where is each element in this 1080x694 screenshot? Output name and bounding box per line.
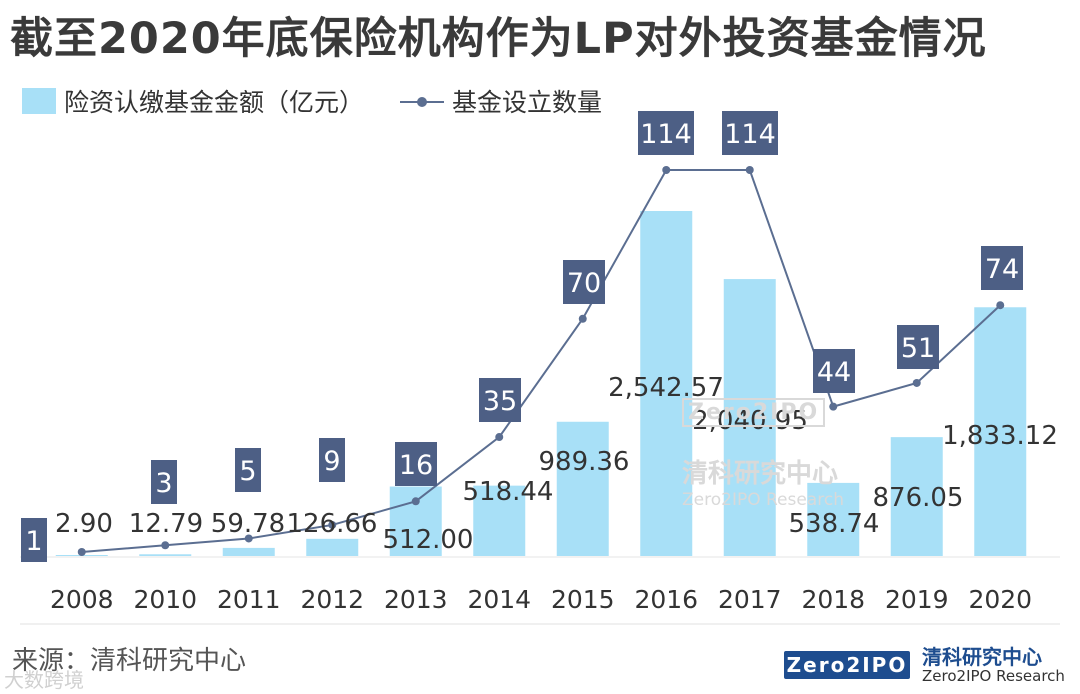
bar-value-2017: 2,040.95 xyxy=(692,406,808,436)
bar-value-2011: 59.78 xyxy=(211,509,285,539)
bar-value-2019: 876.05 xyxy=(873,483,964,513)
watermark-cn: 清科研究中心 xyxy=(682,459,839,489)
count-label-2012: 9 xyxy=(323,446,340,477)
count-box-2014 xyxy=(479,378,521,422)
bar-value-2015: 989.36 xyxy=(539,447,630,477)
bar-value-2010: 12.79 xyxy=(129,509,203,539)
legend-line-marker xyxy=(400,88,445,114)
x-tick-2020: 2020 xyxy=(968,585,1032,614)
count-point-2010 xyxy=(161,541,170,550)
count-box-2010 xyxy=(151,460,177,504)
count-box-2008 xyxy=(21,518,47,562)
count-point-2016 xyxy=(662,166,671,174)
count-label-2008: 1 xyxy=(25,526,42,557)
chart-title: 截至2020年底保险机构作为LP对外投资基金情况 xyxy=(10,14,987,64)
count-point-2015 xyxy=(578,314,587,323)
count-point-2013 xyxy=(411,497,420,506)
count-point-2019 xyxy=(912,378,921,387)
count-label-2020: 74 xyxy=(985,254,1019,285)
count-label-2019: 51 xyxy=(901,333,935,364)
x-tick-2012: 2012 xyxy=(300,585,364,614)
brand-en: Zero2IPO Research xyxy=(922,667,1065,685)
count-label-2018: 44 xyxy=(817,357,851,388)
bar-2017 xyxy=(723,279,776,556)
x-tick-2016: 2016 xyxy=(634,585,698,614)
bar-value-2020: 1,833.12 xyxy=(942,421,1058,451)
bar-2014 xyxy=(473,485,526,556)
count-box-2017 xyxy=(722,111,778,155)
bar-value-2012: 126.66 xyxy=(287,509,378,539)
count-label-2011: 5 xyxy=(239,456,256,487)
count-box-2018 xyxy=(813,349,855,393)
count-point-2020 xyxy=(996,301,1005,310)
count-point-2014 xyxy=(495,433,504,442)
count-point-2012 xyxy=(328,520,337,529)
source-note: 来源：清科研究中心 xyxy=(12,646,247,676)
bar-value-2013: 512.00 xyxy=(383,525,474,555)
count-box-2013 xyxy=(395,442,437,486)
count-box-2015 xyxy=(563,260,605,304)
count-point-2008 xyxy=(77,548,86,556)
count-box-2012 xyxy=(319,438,345,482)
x-tick-2015: 2015 xyxy=(551,585,615,614)
bar-2018 xyxy=(807,482,860,556)
bar-value-2014: 518.44 xyxy=(463,477,554,507)
brand: Zero2IPO 清科研究中心 Zero2IPO Research xyxy=(784,646,1065,685)
watermark: Zero2IPO 清科研究中心 Zero2IPO Research xyxy=(682,398,844,510)
legend-bar-label: 险资认缴基金金额（亿元） xyxy=(64,88,365,117)
x-tick-2010: 2010 xyxy=(133,585,197,614)
bar-2010 xyxy=(139,554,192,556)
legend-bar-swatch xyxy=(22,88,56,114)
x-tick-2017: 2017 xyxy=(718,585,782,614)
legend-line-label: 基金设立数量 xyxy=(452,88,603,117)
x-tick-2018: 2018 xyxy=(801,585,865,614)
bar-2012 xyxy=(306,538,359,556)
x-tick-2008: 2008 xyxy=(50,585,114,614)
bar-value-2008: 2.90 xyxy=(55,509,113,539)
bar-2015 xyxy=(556,421,609,556)
bottom-watermark: 大数跨境 xyxy=(4,668,84,692)
count-label-2014: 35 xyxy=(483,386,517,417)
watermark-en: Zero2IPO Research xyxy=(682,490,844,510)
count-label-2016: 114 xyxy=(640,119,692,150)
watermark-logo: Zero2IPO xyxy=(682,398,826,427)
x-tick-2013: 2013 xyxy=(384,585,448,614)
count-point-2017 xyxy=(745,166,754,174)
count-box-2016 xyxy=(638,111,694,155)
bar-2020 xyxy=(974,307,1027,556)
legend: 险资认缴基金金额（亿元） 基金设立数量 xyxy=(22,83,602,119)
bar-2019 xyxy=(890,437,943,556)
bar-2016 xyxy=(640,211,693,556)
count-box-2011 xyxy=(235,448,261,492)
x-tick-2019: 2019 xyxy=(885,585,949,614)
count-line xyxy=(81,169,1001,553)
count-label-2010: 3 xyxy=(155,468,172,499)
brand-cn: 清科研究中心 xyxy=(922,645,1042,669)
count-label-2017: 114 xyxy=(724,119,776,150)
count-point-2018 xyxy=(829,402,838,411)
x-tick-2014: 2014 xyxy=(467,585,531,614)
brand-logo: Zero2IPO xyxy=(784,651,910,680)
count-box-2019 xyxy=(897,325,939,369)
count-label-2013: 16 xyxy=(399,450,433,481)
count-point-2011 xyxy=(244,534,253,543)
bar-value-2018: 538.74 xyxy=(789,509,880,539)
x-tick-2011: 2011 xyxy=(217,585,281,614)
count-label-2015: 70 xyxy=(567,268,601,299)
bar-2011 xyxy=(222,547,275,556)
count-box-2020 xyxy=(981,246,1023,290)
